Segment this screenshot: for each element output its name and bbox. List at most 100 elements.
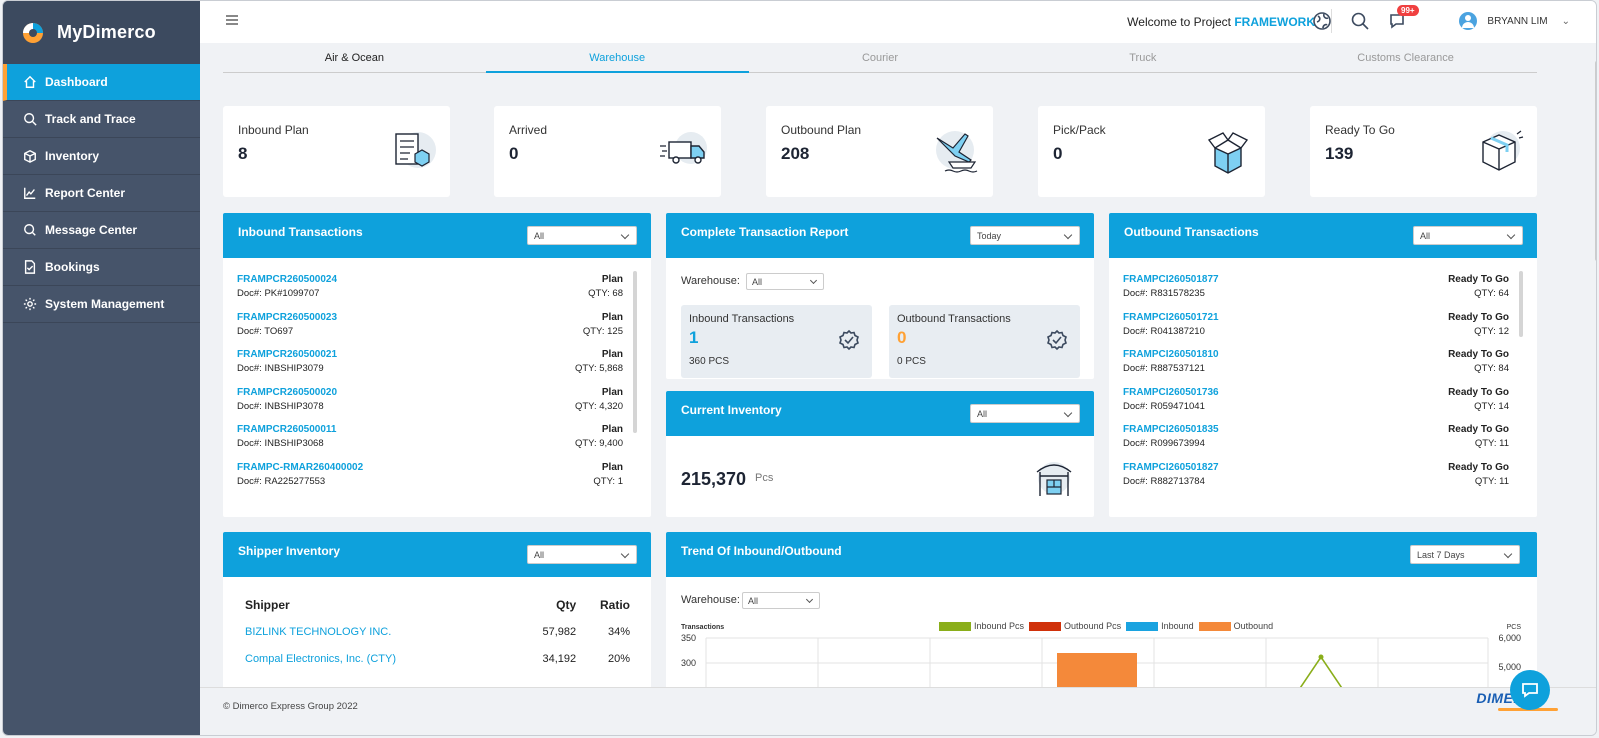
- scrollbar[interactable]: [633, 271, 637, 433]
- status: Plan: [601, 386, 623, 398]
- status: Plan: [601, 349, 623, 361]
- kpi-label: Pick/Pack: [1053, 123, 1106, 137]
- box-icon: [24, 149, 36, 163]
- user-menu[interactable]: BRYANN LIM ⌄: [1459, 12, 1570, 30]
- warehouse-select[interactable]: All: [746, 273, 824, 290]
- message-icon: [24, 224, 36, 236]
- doc-number: Doc#: R831578235: [1123, 288, 1205, 299]
- kpi-label: Ready To Go: [1325, 123, 1395, 137]
- shipper-name[interactable]: Compal Electronics, Inc. (CTY): [245, 653, 396, 665]
- panel-title: Complete Transaction Report: [681, 225, 849, 239]
- shipper-ratio: 20%: [607, 653, 630, 665]
- legend-swatch-inbound-pcs: [939, 621, 971, 631]
- transaction-id[interactable]: FRAMPCR260500021: [237, 349, 338, 361]
- list-item[interactable]: FRAMPCI260501835 Doc#: R099673994 Ready To…: [1123, 420, 1509, 458]
- transaction-id[interactable]: FRAMPC-RMAR260400002: [237, 461, 364, 473]
- doc-number: Doc#: PK#1099707: [237, 288, 320, 299]
- table-row: Compal Electronics, Inc. (CTY) 34,192 20…: [245, 649, 630, 676]
- menu-toggle-icon[interactable]: [226, 15, 238, 25]
- service-tabs: Air & Ocean Warehouse Courier Truck Cust…: [223, 43, 1537, 73]
- tab-truck[interactable]: Truck: [1129, 52, 1157, 64]
- kpi-label: Inbound Plan: [238, 123, 309, 137]
- status: Plan: [601, 461, 623, 473]
- kpi-ready-to-go[interactable]: Ready To Go 139: [1310, 106, 1537, 197]
- transaction-id[interactable]: FRAMPCI260501810: [1123, 349, 1219, 361]
- sidebar-item-message-center[interactable]: Message Center: [3, 212, 200, 249]
- package-icon: [1475, 128, 1525, 176]
- transaction-id[interactable]: FRAMPCI260501877: [1123, 274, 1219, 285]
- tab-courier[interactable]: Courier: [861, 52, 899, 64]
- inbound-filter-select[interactable]: All: [527, 226, 637, 245]
- sidebar-item-track-and-trace[interactable]: Track and Trace: [3, 101, 200, 138]
- summary-count: 0: [897, 328, 907, 347]
- complete-transaction-panel: Complete Transaction Report Today Wareho…: [666, 213, 1094, 379]
- list-item[interactable]: FRAMPCI260501736 Doc#: R059471041 Ready To…: [1123, 383, 1509, 421]
- doc-number: Doc#: INBSHIP3068: [237, 438, 324, 450]
- chat-notification-icon[interactable]: [1388, 11, 1408, 31]
- trend-panel: Trend Of Inbound/Outbound Last 7 Days Wa…: [666, 532, 1537, 695]
- sidebar-item-label: Dashboard: [45, 75, 108, 89]
- inbound-transactions-panel: Inbound Transactions All FRAMPCR26050002…: [223, 213, 651, 517]
- legend-label: Inbound: [1161, 621, 1194, 631]
- mydimerco-logo-icon: [21, 21, 45, 45]
- transaction-id[interactable]: FRAMPCI260501827: [1123, 461, 1219, 473]
- scrollbar[interactable]: [1519, 271, 1523, 337]
- transaction-id[interactable]: FRAMPCR260500024: [237, 274, 338, 285]
- sidebar-item-bookings[interactable]: Bookings: [3, 249, 200, 286]
- transaction-id[interactable]: FRAMPCI260501736: [1123, 386, 1219, 398]
- list-item[interactable]: FRAMPCR260500024 Doc#: PK#1099707 Plan QTY:…: [237, 270, 623, 308]
- transaction-id[interactable]: FRAMPCR260500023: [237, 311, 338, 323]
- kpi-outbound-plan[interactable]: Outbound Plan 208: [766, 106, 993, 197]
- quantity: QTY: 12: [1474, 325, 1509, 337]
- warehouse-select[interactable]: All: [742, 592, 820, 609]
- shipper-ratio: 34%: [607, 626, 630, 638]
- tab-air-ocean[interactable]: Air & Ocean: [324, 52, 385, 64]
- page-scrollbar[interactable]: [1595, 61, 1596, 261]
- legend-swatch-outbound-pcs: [1029, 621, 1062, 631]
- list-item[interactable]: FRAMPCI260501877 Doc#: R831578235 Ready To…: [1123, 270, 1509, 308]
- sidebar-item-inventory[interactable]: Inventory: [3, 138, 200, 175]
- list-item[interactable]: FRAMPCI260501810 Doc#: R887537121 Ready To…: [1123, 345, 1509, 383]
- sidebar-item-report-center[interactable]: Report Center: [3, 175, 200, 212]
- tab-warehouse[interactable]: Warehouse: [485, 43, 749, 73]
- list-item[interactable]: FRAMPCI260501827 Doc#: R882713784 Ready To…: [1123, 458, 1509, 496]
- kpi-inbound-plan[interactable]: Inbound Plan 8: [223, 106, 450, 197]
- footer: © Dimerco Express Group 2022 DIMERCO: [200, 687, 1596, 735]
- top-header: Welcome to Project FRAMEWORK 99+ BRYANN …: [200, 1, 1596, 43]
- trend-period-select[interactable]: Last 7 Days: [1410, 545, 1520, 564]
- list-item[interactable]: FRAMPCR260500021 Doc#: INBSHIP3079 Plan QTY…: [237, 345, 623, 383]
- sidebar-item-system-management[interactable]: System Management: [3, 286, 200, 323]
- kpi-arrived[interactable]: Arrived 0: [494, 106, 721, 197]
- search-icon: [24, 113, 37, 126]
- brand[interactable]: MyDimerco: [3, 1, 200, 64]
- kpi-label: Arrived: [509, 123, 548, 137]
- search-icon[interactable]: [1350, 11, 1370, 31]
- plane-ship-icon: [931, 128, 981, 176]
- sidebar-item-dashboard[interactable]: Dashboard: [3, 64, 200, 101]
- list-item[interactable]: FRAMPCR260500023 Doc#: TO697 Plan QTY: 125: [237, 308, 623, 346]
- transaction-id[interactable]: FRAMPCR260500020: [237, 386, 338, 398]
- inbound-summary-card: Inbound Transactions 1 360 PCS: [681, 305, 872, 378]
- inventory-filter-select[interactable]: All: [970, 404, 1080, 423]
- list-item[interactable]: FRAMPCR260500011 Doc#: INBSHIP3068 Plan QTY…: [237, 420, 623, 458]
- chat-support-button[interactable]: [1510, 670, 1550, 710]
- list-item[interactable]: FRAMPCI260501721 Doc#: R041387210 Ready To…: [1123, 308, 1509, 346]
- inbound-list: FRAMPCR260500024 Doc#: PK#1099707 Plan QTY:…: [237, 270, 623, 496]
- list-item[interactable]: FRAMPCR260500020 Doc#: INBSHIP3078 Plan QTY…: [237, 383, 623, 421]
- kpi-pick-pack[interactable]: Pick/Pack 0: [1038, 106, 1265, 197]
- sidebar-item-label: Bookings: [45, 260, 100, 274]
- globe-icon[interactable]: [1312, 11, 1332, 31]
- transaction-id[interactable]: FRAMPCI260501835: [1123, 424, 1219, 436]
- list-item[interactable]: FRAMPC-RMAR260400002 Doc#: RA225277553 Pla…: [237, 458, 623, 496]
- outbound-filter-select[interactable]: All: [1413, 226, 1523, 245]
- welcome-text: Welcome to Project FRAMEWORK: [1127, 15, 1315, 29]
- shipper-filter-select[interactable]: All: [527, 545, 637, 564]
- tab-customs-clearance[interactable]: Customs Clearance: [1357, 52, 1454, 64]
- transaction-id[interactable]: FRAMPCI260501721: [1123, 311, 1219, 323]
- avatar: [1459, 12, 1478, 30]
- period-filter-select[interactable]: Today: [970, 226, 1080, 245]
- panel-header: Current Inventory All: [666, 391, 1094, 436]
- shipper-name[interactable]: BIZLINK TECHNOLOGY INC.: [245, 626, 392, 638]
- transaction-id[interactable]: FRAMPCR260500011: [237, 424, 337, 436]
- column-header-ratio: Ratio: [600, 598, 630, 612]
